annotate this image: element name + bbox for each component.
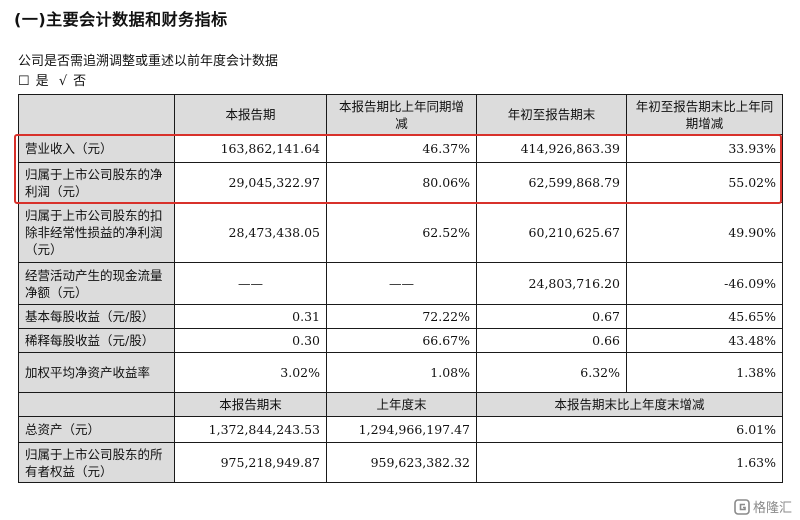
cell-value: ——	[174, 262, 327, 305]
header-current-change: 本报告期比上年同期增减	[326, 94, 477, 135]
cell-value: 3.02%	[174, 352, 327, 393]
cell-value: 43.48%	[626, 328, 783, 353]
row-label: 加权平均净资产收益率	[18, 352, 175, 393]
header-ytd-change: 年初至报告期末比上年同期增减	[626, 94, 783, 135]
header-ytd: 年初至报告期末	[476, 94, 627, 135]
cell-value: ——	[326, 262, 477, 305]
cell-value: 0.66	[476, 328, 627, 353]
cell-value: 29,045,322.97	[174, 162, 327, 203]
financial-indicators-table: 本报告期 本报告期比上年同期增减 年初至报告期末 年初至报告期末比上年同期增减 …	[18, 94, 783, 483]
cell-value: 414,926,863.39	[476, 134, 627, 163]
table-row: 归属于上市公司股东的净利润（元） 29,045,322.97 80.06% 62…	[18, 162, 783, 203]
yes-checkbox: ☐	[18, 74, 30, 89]
cell-value: 0.67	[476, 304, 627, 329]
row-label: 归属于上市公司股东的扣除非经常性损益的净利润（元）	[18, 202, 175, 263]
table-row: 加权平均净资产收益率 3.02% 1.08% 6.32% 1.38%	[18, 352, 783, 393]
cell-value: 46.37%	[326, 134, 477, 163]
cell-value: 1.38%	[626, 352, 783, 393]
cell-value: 49.90%	[626, 202, 783, 263]
header-current-period: 本报告期	[174, 94, 327, 135]
table-row: 总资产（元） 1,372,844,243.53 1,294,966,197.47…	[18, 416, 783, 443]
cell-value: 0.30	[174, 328, 327, 353]
yes-label: 是	[35, 74, 49, 89]
table-row: 基本每股收益（元/股） 0.31 72.22% 0.67 45.65%	[18, 304, 783, 329]
cell-value: 975,218,949.87	[174, 442, 327, 483]
cell-value: 62.52%	[326, 202, 477, 263]
cell-value: 62,599,868.79	[476, 162, 627, 203]
gelonghui-logo-icon	[734, 498, 750, 515]
table-row: 归属于上市公司股东的所有者权益（元） 975,218,949.87 959,62…	[18, 442, 783, 483]
cell-value: 1,294,966,197.47	[326, 416, 477, 443]
no-label: 否	[73, 74, 87, 89]
cell-value: 45.65%	[626, 304, 783, 329]
cell-value: 6.32%	[476, 352, 627, 393]
header-prior-year-end: 上年度末	[326, 392, 477, 417]
row-label: 经营活动产生的现金流量净额（元）	[18, 262, 175, 305]
cell-value: 60,210,625.67	[476, 202, 627, 263]
watermark-text: 格隆汇	[752, 501, 792, 516]
cell-value: 28,473,438.05	[174, 202, 327, 263]
row-label: 营业收入（元）	[18, 134, 175, 163]
cell-value: 959,623,382.32	[326, 442, 477, 483]
section-title: (一)主要会计数据和财务指标	[14, 10, 228, 29]
cell-value: 55.02%	[626, 162, 783, 203]
no-checkmark: √	[58, 74, 68, 89]
table-row: 经营活动产生的现金流量净额（元） —— —— 24,803,716.20 -46…	[18, 262, 783, 305]
restatement-options: ☐ 是 √ 否	[18, 70, 92, 89]
cell-value: 6.01%	[476, 416, 783, 443]
row-label: 稀释每股收益（元/股）	[18, 328, 175, 353]
cell-value: 33.93%	[626, 134, 783, 163]
cell-value: 0.31	[174, 304, 327, 329]
cell-value: 1,372,844,243.53	[174, 416, 327, 443]
header-corner	[18, 94, 175, 135]
cell-value: 1.08%	[326, 352, 477, 393]
cell-value: 66.67%	[326, 328, 477, 353]
watermark: 格隆汇	[734, 497, 792, 516]
row-label: 总资产（元）	[18, 416, 175, 443]
cell-value: -46.09%	[626, 262, 783, 305]
table1-header-row: 本报告期 本报告期比上年同期增减 年初至报告期末 年初至报告期末比上年同期增减	[18, 94, 783, 135]
row-label: 基本每股收益（元/股）	[18, 304, 175, 329]
cell-value: 1.63%	[476, 442, 783, 483]
row-label: 归属于上市公司股东的净利润（元）	[18, 162, 175, 203]
restatement-question: 公司是否需追溯调整或重述以前年度会计数据	[18, 54, 279, 69]
cell-value: 80.06%	[326, 162, 477, 203]
cell-value: 163,862,141.64	[174, 134, 327, 163]
header-period-end: 本报告期末	[174, 392, 327, 417]
header-corner	[18, 392, 175, 417]
table-row: 营业收入（元） 163,862,141.64 46.37% 414,926,86…	[18, 134, 783, 163]
table-row: 归属于上市公司股东的扣除非经常性损益的净利润（元） 28,473,438.05 …	[18, 202, 783, 263]
row-label: 归属于上市公司股东的所有者权益（元）	[18, 442, 175, 483]
cell-value: 24,803,716.20	[476, 262, 627, 305]
cell-value: 72.22%	[326, 304, 477, 329]
header-period-end-change: 本报告期末比上年度末增减	[476, 392, 783, 417]
table-row: 稀释每股收益（元/股） 0.30 66.67% 0.66 43.48%	[18, 328, 783, 353]
table2-header-row: 本报告期末 上年度末 本报告期末比上年度末增减	[18, 392, 783, 417]
